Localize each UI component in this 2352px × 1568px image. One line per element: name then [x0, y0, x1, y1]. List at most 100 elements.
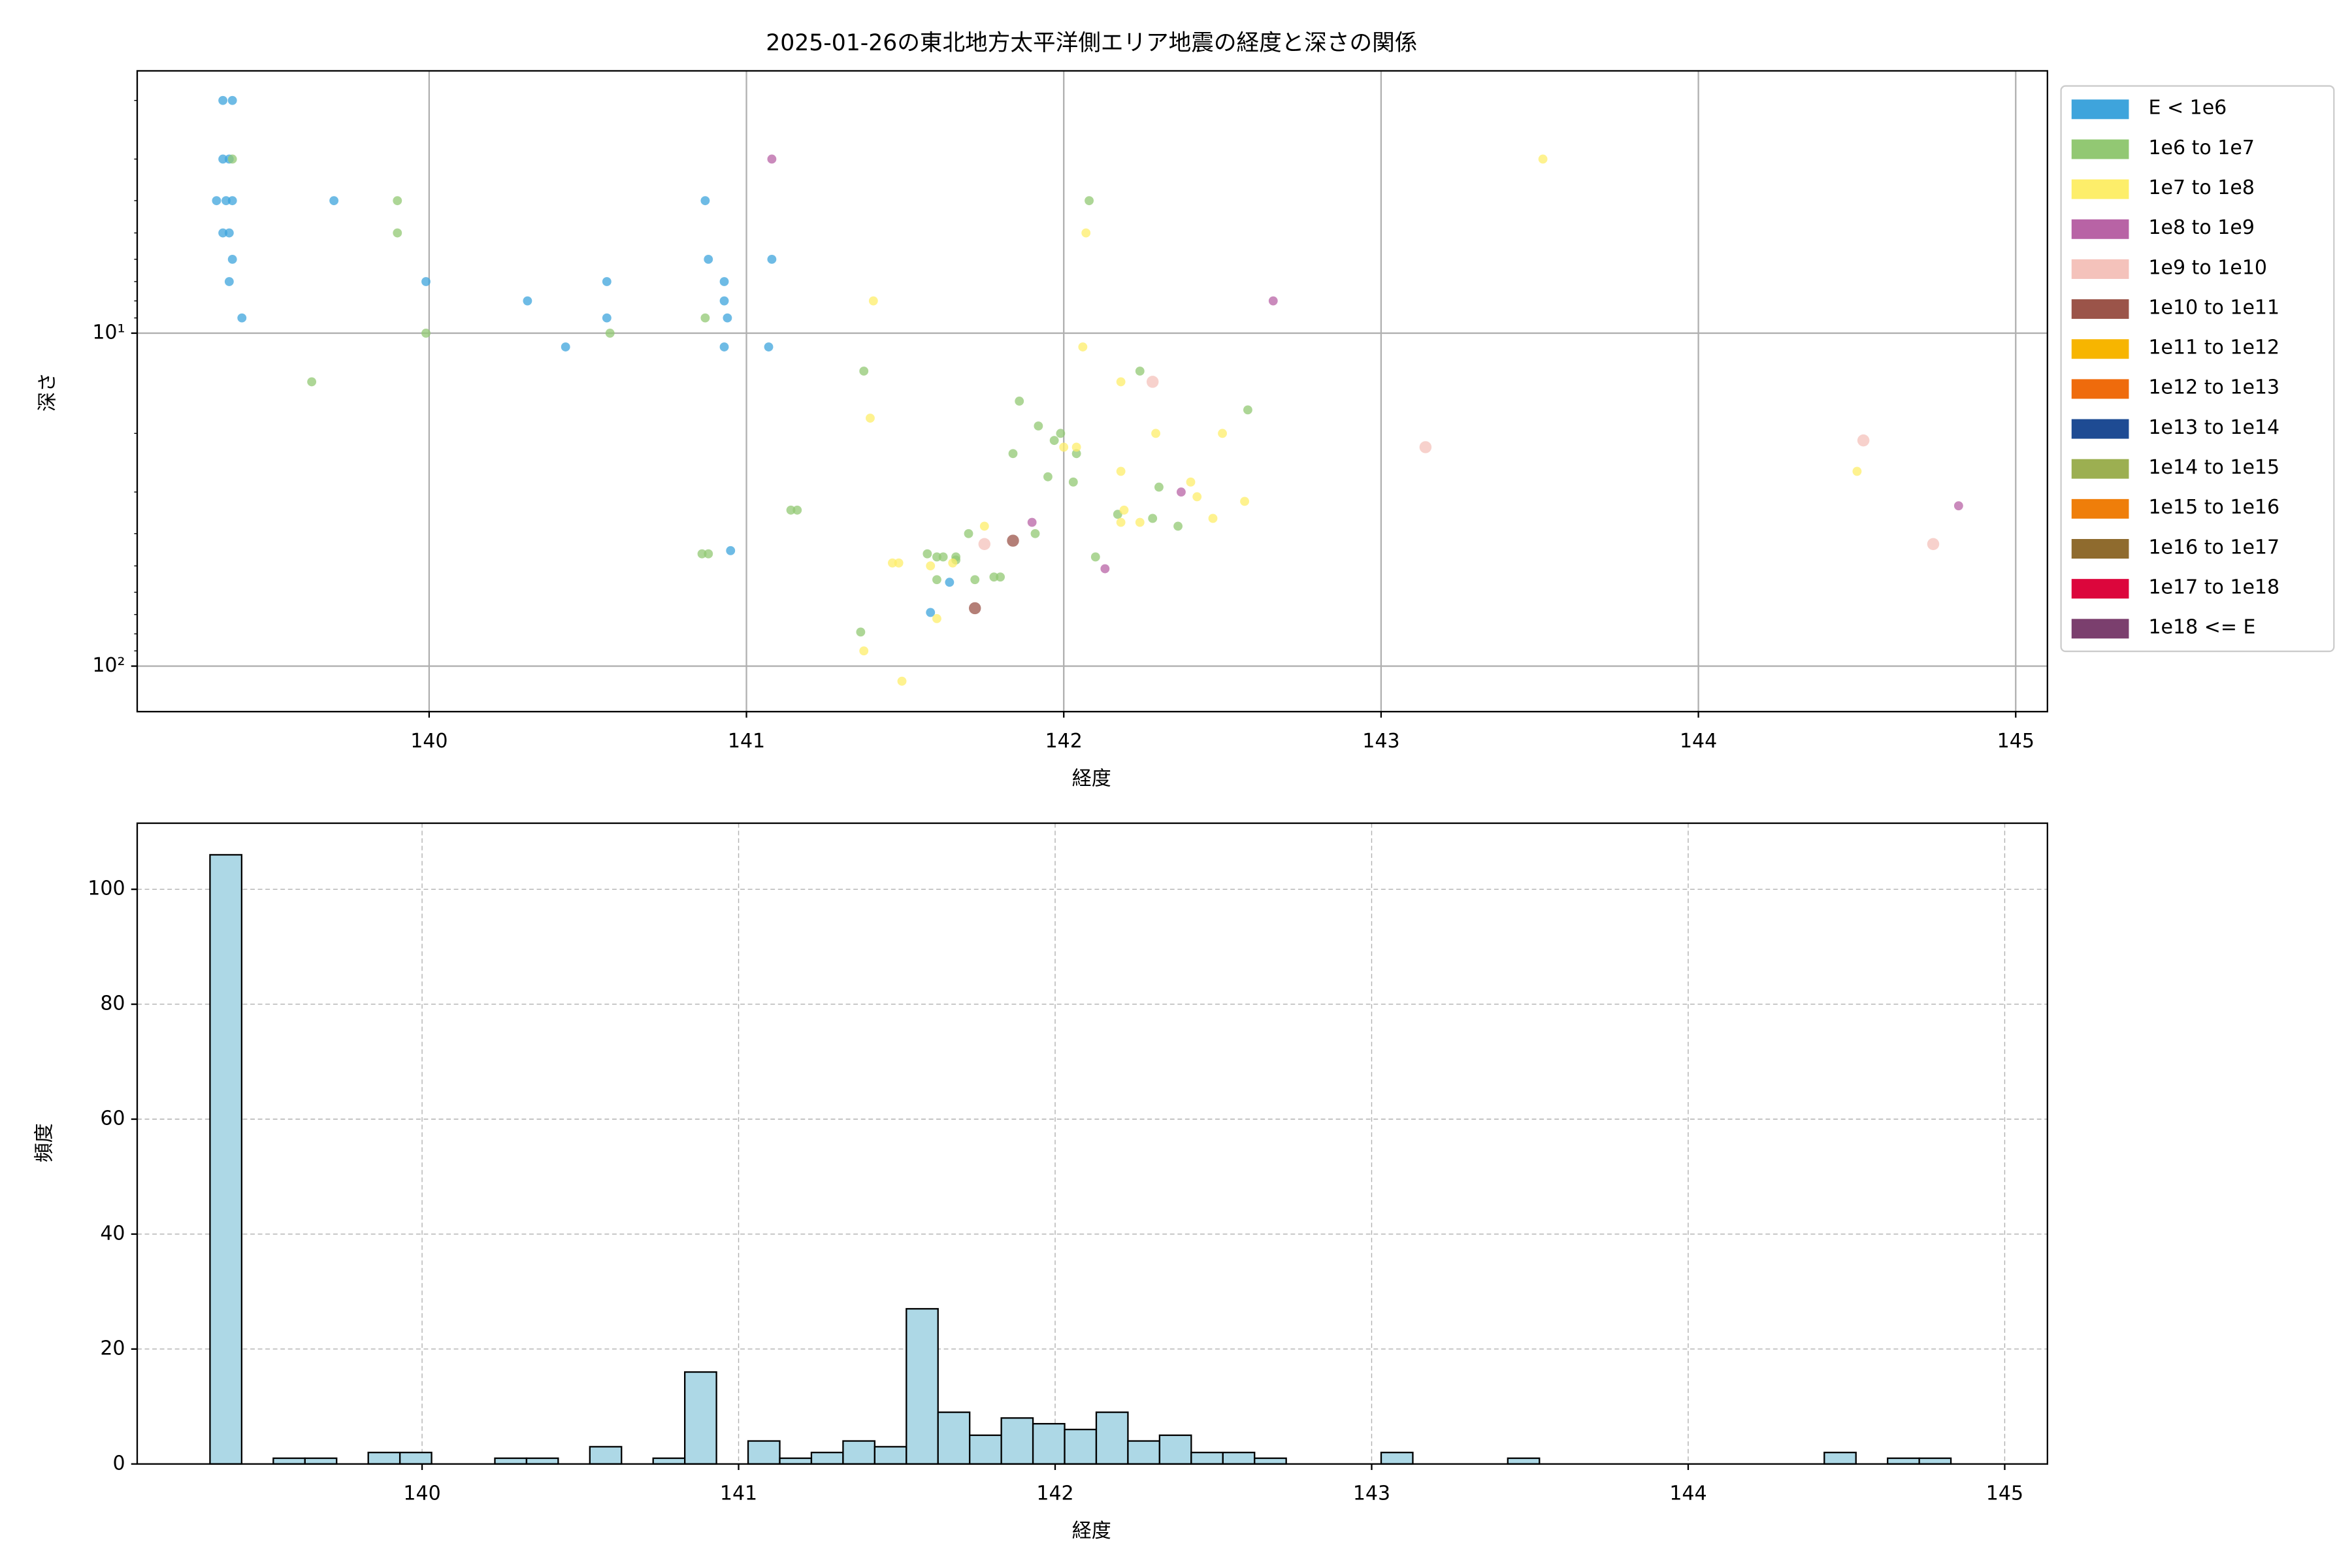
point: [866, 414, 875, 423]
x-tick-label: 144: [1680, 730, 1717, 753]
point: [1081, 228, 1091, 238]
x-tick-label: 141: [720, 1482, 757, 1505]
bar: [1887, 1457, 1920, 1465]
point: [1071, 449, 1081, 459]
point: [859, 367, 869, 376]
legend-swatch: [2071, 339, 2129, 359]
point: [1146, 376, 1159, 388]
point: [237, 313, 247, 323]
point: [1007, 534, 1019, 547]
point: [227, 254, 237, 264]
point: [1068, 477, 1078, 487]
y-tick-label: 80: [100, 992, 125, 1015]
point: [938, 552, 948, 562]
legend-label: E < 1e6: [2148, 97, 2227, 120]
legend-swatch: [2071, 498, 2129, 519]
point: [1119, 505, 1129, 515]
point: [224, 277, 234, 286]
bar: [937, 1411, 971, 1465]
point: [1049, 436, 1059, 446]
point: [948, 558, 958, 568]
y-axis-label: 頻度: [33, 1123, 56, 1162]
bar: [1000, 1417, 1034, 1465]
legend-label: 1e17 to 1e18: [2148, 576, 2279, 599]
bar: [304, 1457, 338, 1465]
point: [1056, 429, 1066, 438]
point: [1135, 517, 1145, 527]
x-tick-label: 141: [728, 730, 765, 753]
legend-label: 1e8 to 1e9: [2148, 216, 2254, 239]
point: [218, 95, 228, 105]
chart-title: 2025-01-26の東北地方太平洋側エリア地震の経度と深さの関係: [766, 30, 1417, 56]
bar: [1254, 1457, 1287, 1465]
legend-label: 1e18 <= E: [2148, 616, 2255, 639]
point: [307, 377, 317, 387]
y-axis-label: 深さ: [36, 372, 59, 412]
point: [1538, 154, 1548, 164]
point: [923, 549, 932, 559]
point: [719, 342, 729, 351]
point: [897, 676, 907, 686]
point: [1857, 434, 1870, 447]
point: [894, 558, 904, 568]
x-axis-label: 経度: [1072, 1520, 1111, 1543]
bar: [1507, 1457, 1541, 1465]
legend-swatch: [2071, 579, 2129, 599]
point: [978, 538, 991, 550]
legend-label: 1e12 to 1e13: [2148, 376, 2279, 399]
bar: [969, 1434, 1002, 1465]
point: [523, 296, 532, 306]
x-tick-label: 142: [1036, 1482, 1073, 1505]
bar: [209, 854, 243, 1465]
point: [1030, 529, 1040, 538]
point: [602, 277, 612, 286]
legend-swatch: [2071, 99, 2129, 120]
point: [945, 578, 955, 587]
point: [964, 529, 973, 538]
bar: [842, 1440, 875, 1465]
y-tick-label: 10¹: [92, 321, 125, 344]
point: [1027, 517, 1037, 527]
point: [979, 521, 989, 531]
bar: [1064, 1428, 1098, 1465]
x-tick-label: 144: [1669, 1482, 1707, 1505]
x-tick-label: 140: [403, 1482, 440, 1505]
bar: [1918, 1457, 1952, 1465]
legend-label: 1e15 to 1e16: [2148, 496, 2279, 519]
x-tick-label: 140: [410, 730, 448, 753]
point: [393, 196, 402, 206]
legend-label: 1e6 to 1e7: [2148, 137, 2254, 159]
point: [1218, 429, 1227, 438]
bar: [1222, 1452, 1256, 1465]
bar: [399, 1452, 433, 1465]
point: [888, 558, 897, 568]
point: [926, 608, 936, 617]
point: [1071, 442, 1081, 452]
point: [1176, 487, 1186, 497]
point: [792, 505, 802, 515]
point: [1186, 477, 1196, 487]
point: [1154, 482, 1164, 492]
legend-swatch: [2071, 619, 2129, 639]
point: [704, 549, 713, 559]
legend-label: 1e16 to 1e17: [2148, 536, 2279, 559]
point: [697, 549, 707, 559]
frame: [136, 822, 2048, 1465]
bar: [1190, 1452, 1224, 1465]
bar: [906, 1308, 939, 1465]
point: [605, 329, 615, 338]
point: [227, 95, 237, 105]
point: [726, 546, 736, 555]
legend-swatch: [2071, 219, 2129, 239]
bar: [779, 1457, 813, 1465]
x-tick-label: 143: [1362, 730, 1399, 753]
point: [968, 602, 981, 615]
point: [329, 196, 339, 206]
y-tick-label: 10²: [92, 654, 125, 677]
point: [1173, 521, 1183, 531]
point: [1116, 466, 1126, 476]
point: [1243, 405, 1252, 415]
bar: [367, 1452, 401, 1465]
bar: [810, 1452, 844, 1465]
